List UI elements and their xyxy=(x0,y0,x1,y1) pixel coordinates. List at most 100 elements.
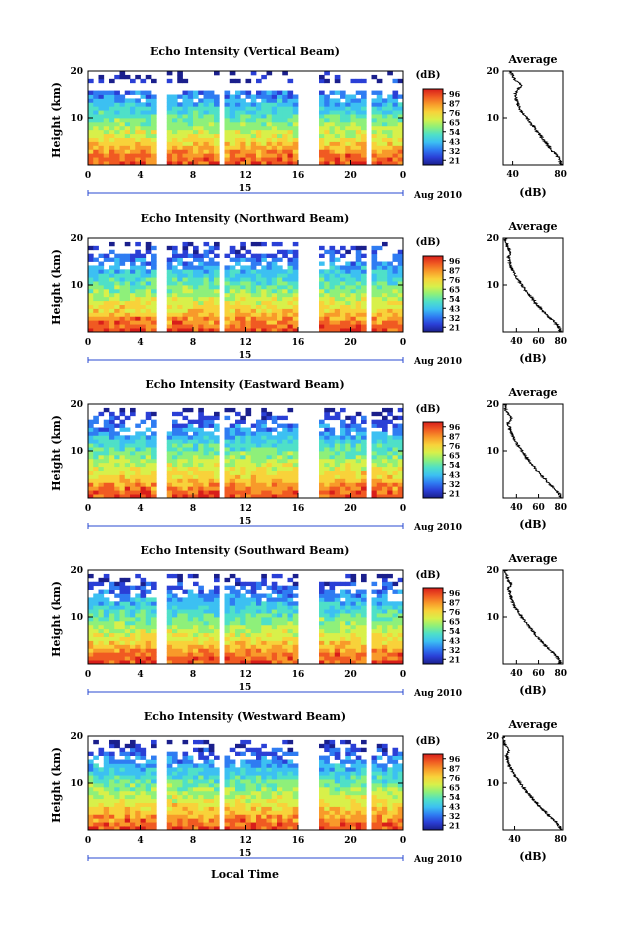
heatmap-cell xyxy=(109,482,115,486)
heatmap-cell xyxy=(151,744,157,748)
heatmap-cell xyxy=(387,102,393,106)
heatmap-cell xyxy=(246,138,252,142)
heatmap-cell xyxy=(141,106,147,110)
heatmap-cell xyxy=(167,490,173,494)
heatmap-cell xyxy=(198,149,204,153)
heatmap-cell xyxy=(104,91,110,95)
heatmap-cell xyxy=(261,648,267,652)
heatmap-cell xyxy=(125,463,131,467)
heatmap-cell xyxy=(151,273,157,277)
heatmap-cell xyxy=(177,71,183,75)
heatmap-cell xyxy=(167,756,173,760)
chart-title: Echo Intensity (Northward Beam) xyxy=(141,212,350,225)
heatmap-cell xyxy=(235,250,241,254)
heatmap-cell xyxy=(104,656,110,660)
heatmap-cell xyxy=(335,644,341,648)
heatmap-cell xyxy=(177,625,183,629)
heatmap-cell xyxy=(99,293,105,297)
heatmap-cell xyxy=(393,130,399,134)
heatmap-cell xyxy=(324,320,330,324)
heatmap-cell xyxy=(377,478,383,482)
heatmap-cell xyxy=(235,810,241,814)
heatmap-cell xyxy=(293,605,299,609)
heatmap-cell xyxy=(246,814,252,818)
heatmap-cell xyxy=(324,467,330,471)
heatmap-cell xyxy=(256,439,262,443)
heatmap-cell xyxy=(151,799,157,803)
heatmap-cell xyxy=(177,621,183,625)
heatmap-cell xyxy=(88,102,94,106)
heatmap-cell xyxy=(104,613,110,617)
heatmap-cell xyxy=(183,482,189,486)
heatmap-cell xyxy=(198,467,204,471)
heatmap-cell xyxy=(172,435,178,439)
heatmap-cell xyxy=(99,134,105,138)
heatmap-cell xyxy=(99,467,105,471)
heatmap-cell xyxy=(377,482,383,486)
heatmap-cell xyxy=(256,807,262,811)
heatmap-cell xyxy=(230,293,236,297)
heatmap-cell xyxy=(330,633,336,637)
heatmap-cell xyxy=(225,810,231,814)
heatmap-cell xyxy=(146,126,152,130)
heatmap-cell xyxy=(240,138,246,142)
heatmap-cell xyxy=(277,648,283,652)
heatmap-cell xyxy=(288,431,294,435)
heatmap-cell xyxy=(130,641,136,645)
heatmap-cell xyxy=(230,408,236,412)
heatmap-cell xyxy=(214,102,220,106)
heatmap-cell xyxy=(382,106,388,110)
heatmap-cell xyxy=(361,285,367,289)
heatmap-cell xyxy=(104,145,110,149)
heatmap-cell xyxy=(188,467,194,471)
heatmap-cell xyxy=(261,637,267,641)
heatmap-cell xyxy=(151,138,157,142)
heatmap-cell xyxy=(225,756,231,760)
heatmap-cell xyxy=(246,822,252,826)
heatmap-cell xyxy=(135,285,141,289)
heatmap-cell xyxy=(93,597,99,601)
heatmap-cell xyxy=(351,324,357,328)
heatmap-cell xyxy=(109,312,115,316)
heatmap-cell xyxy=(246,625,252,629)
heatmap-cell xyxy=(125,652,131,656)
heatmap-cell xyxy=(230,138,236,142)
heatmap-cell xyxy=(335,439,341,443)
heatmap-cell xyxy=(130,637,136,641)
heatmap-cell xyxy=(93,463,99,467)
heatmap-cell xyxy=(235,621,241,625)
heatmap-cell xyxy=(172,297,178,301)
heatmap-cell xyxy=(151,644,157,648)
heatmap-cell xyxy=(235,656,241,660)
heatmap-cell xyxy=(151,118,157,122)
heatmap-cell xyxy=(324,408,330,412)
heatmap-cell xyxy=(204,810,210,814)
heatmap-cell xyxy=(193,748,199,752)
heatmap-cell xyxy=(125,130,131,134)
heatmap-cell xyxy=(130,748,136,752)
heatmap-cell xyxy=(99,482,105,486)
heatmap-cell xyxy=(204,791,210,795)
heatmap-cell xyxy=(172,126,178,130)
heatmap-cell xyxy=(272,416,278,420)
heatmap-cell xyxy=(261,305,267,309)
heatmap-cell xyxy=(356,451,362,455)
heatmap-cell xyxy=(130,293,136,297)
heatmap-cell xyxy=(267,309,273,313)
heatmap-cell xyxy=(125,312,131,316)
heatmap-cell xyxy=(214,277,220,281)
heatmap-cell xyxy=(99,126,105,130)
heatmap-cell xyxy=(240,637,246,641)
heatmap-cell xyxy=(130,490,136,494)
heatmap-cell xyxy=(167,130,173,134)
heatmap-cell xyxy=(146,791,152,795)
heatmap-cell xyxy=(319,451,325,455)
heatmap-cell xyxy=(209,748,215,752)
heatmap-cell xyxy=(204,621,210,625)
heatmap-cell xyxy=(319,246,325,250)
heatmap-cell xyxy=(209,605,215,609)
heatmap-cell xyxy=(151,254,157,258)
heatmap-cell xyxy=(261,767,267,771)
heatmap-cell xyxy=(114,744,120,748)
heatmap-cell xyxy=(288,91,294,95)
